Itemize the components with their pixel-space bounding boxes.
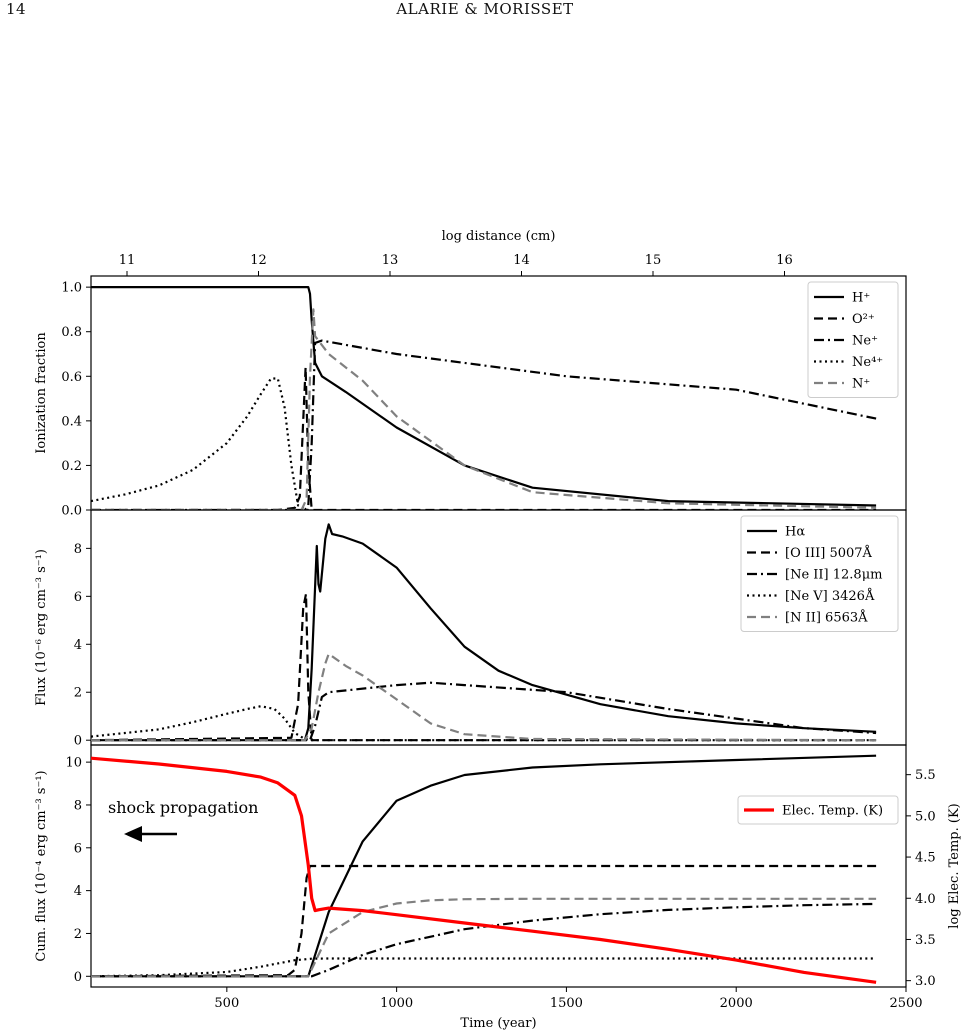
y-tick-label-middle: 4 bbox=[74, 638, 82, 653]
legend-entry: Elec. Temp. (K) bbox=[782, 804, 883, 819]
top-axis-tick-label: 14 bbox=[513, 253, 530, 268]
y-tick-label-top: 0.0 bbox=[61, 504, 82, 519]
series-line-bottom-3 bbox=[91, 957, 877, 978]
y-axis-label-middle: Flux (10⁻⁶ erg cm⁻³ s⁻¹) bbox=[34, 549, 49, 706]
legend-box-middle bbox=[740, 515, 899, 632]
y-tick-label-top: 0.4 bbox=[61, 414, 82, 429]
y-tick-label-middle: 8 bbox=[74, 542, 82, 557]
series-line-top-2 bbox=[91, 339, 877, 510]
y-tick-label-bottom: 0 bbox=[74, 970, 82, 985]
legend-entry: [O III] 5007Å bbox=[785, 545, 873, 561]
top-axis-tick-label: 11 bbox=[119, 253, 136, 268]
x-tick-label: 2000 bbox=[720, 996, 753, 1011]
y-tick-label-top: 0.6 bbox=[61, 370, 82, 385]
top-axis-tick-label: 12 bbox=[250, 253, 267, 268]
x-axis-label: Time (year) bbox=[460, 1016, 536, 1031]
y-tick-label-bottom: 4 bbox=[74, 884, 82, 899]
series-line-top-4 bbox=[91, 308, 877, 510]
legend-entry: N⁺ bbox=[852, 377, 870, 392]
y-tick-label-top: 1.0 bbox=[61, 281, 82, 296]
running-head: ALARIE & MORISSET bbox=[396, 0, 574, 18]
x-tick-label: 2500 bbox=[889, 996, 922, 1011]
legend-entry: Ne⁴⁺ bbox=[852, 355, 883, 370]
top-axis-tick-label: 15 bbox=[645, 253, 662, 268]
annotation-text: shock propagation bbox=[108, 798, 258, 817]
top-axis-tick-label: 13 bbox=[382, 253, 399, 268]
y-tick-label-top: 0.2 bbox=[61, 459, 82, 474]
series-line-bottom-4 bbox=[91, 897, 877, 978]
y-right-tick-label: 5.5 bbox=[915, 768, 936, 783]
legend-box-bottom bbox=[737, 795, 899, 825]
top-axis-label: log distance (cm) bbox=[442, 229, 556, 244]
y-right-tick-label: 4.0 bbox=[915, 892, 936, 907]
y-tick-label-middle: 2 bbox=[74, 686, 82, 701]
y-right-tick-label: 4.5 bbox=[915, 851, 936, 866]
legend-entry: [N II] 6563Å bbox=[785, 610, 868, 626]
legend-entry: [Ne II] 12.8μm bbox=[785, 568, 882, 583]
series-line-middle-0 bbox=[91, 523, 877, 742]
legend-entry: [Ne V] 3426Å bbox=[785, 588, 875, 604]
y-tick-label-bottom: 10 bbox=[65, 756, 82, 771]
series-line-middle-4 bbox=[91, 652, 877, 742]
y-tick-label-bottom: 8 bbox=[74, 798, 82, 813]
series-line-top-3 bbox=[91, 377, 309, 510]
y-tick-label-bottom: 2 bbox=[74, 927, 82, 942]
y-right-axis-label: log Elec. Temp. (K) bbox=[947, 803, 962, 928]
top-axis-tick-label: 16 bbox=[776, 253, 793, 268]
page-number: 14 bbox=[6, 0, 27, 18]
legend-entry: H⁺ bbox=[852, 291, 870, 306]
x-tick-label: 500 bbox=[214, 996, 239, 1011]
series-line-bottom-1 bbox=[91, 864, 877, 978]
y-tick-label-bottom: 6 bbox=[74, 841, 82, 856]
annotation-arrow-head bbox=[124, 826, 142, 842]
legend-entry: Ne⁺ bbox=[852, 334, 878, 349]
y-tick-label-top: 0.8 bbox=[61, 325, 82, 340]
legend-entry: Hα bbox=[785, 525, 805, 540]
legend-box-top bbox=[807, 281, 899, 398]
y-right-tick-label: 5.0 bbox=[915, 809, 936, 824]
x-tick-label: 1000 bbox=[380, 996, 413, 1011]
x-tick-label: 1500 bbox=[550, 996, 583, 1011]
series-line-middle-1 bbox=[91, 592, 877, 742]
series-line-bottom-2 bbox=[91, 902, 877, 978]
series-line-bottom-5 bbox=[91, 756, 877, 984]
y-axis-label-top: Ionization fraction bbox=[34, 332, 49, 454]
panel-frame-bottom bbox=[90, 744, 907, 988]
series-line-bottom-0 bbox=[91, 754, 877, 978]
series-line-top-1 bbox=[91, 366, 877, 510]
series-line-middle-2 bbox=[91, 681, 877, 742]
y-tick-label-middle: 0 bbox=[74, 734, 82, 749]
y-tick-label-middle: 6 bbox=[74, 590, 82, 605]
panel-frame-top bbox=[90, 275, 907, 511]
y-axis-label-bottom: Cum. flux (10⁻⁴ erg cm⁻³ s⁻¹) bbox=[34, 770, 49, 961]
y-right-tick-label: 3.5 bbox=[915, 933, 936, 948]
y-right-tick-label: 3.0 bbox=[915, 974, 936, 989]
legend-entry: O²⁺ bbox=[852, 312, 875, 327]
